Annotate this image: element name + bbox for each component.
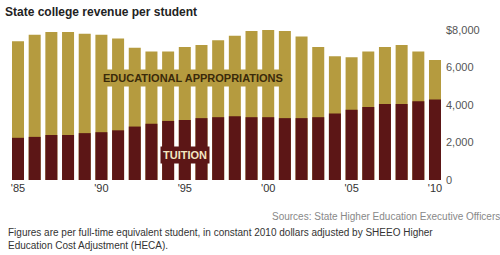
svg-text:'90: '90 [94,182,108,194]
svg-text:6,000: 6,000 [446,61,474,73]
svg-text:Sources: State Higher Educatio: Sources: State Higher Education Executiv… [272,211,500,222]
svg-text:2,000: 2,000 [446,136,474,148]
svg-text:'00: '00 [261,182,275,194]
svg-text:'85: '85 [11,182,25,194]
svg-text:0: 0 [446,174,452,186]
svg-text:'10: '10 [428,182,442,194]
svg-text:'05: '05 [344,182,358,194]
svg-text:State college revenue per stud: State college revenue per student [5,5,197,19]
svg-text:'95: '95 [178,182,192,194]
svg-text:$8,000: $8,000 [446,24,480,36]
svg-text:TUITION: TUITION [163,149,207,161]
svg-text:Figures are per full-time equi: Figures are per full-time equivalent stu… [8,227,433,251]
svg-text:EDUCATIONAL APPROPRIATIONS: EDUCATIONAL APPROPRIATIONS [103,72,283,84]
svg-text:4,000: 4,000 [446,99,474,111]
